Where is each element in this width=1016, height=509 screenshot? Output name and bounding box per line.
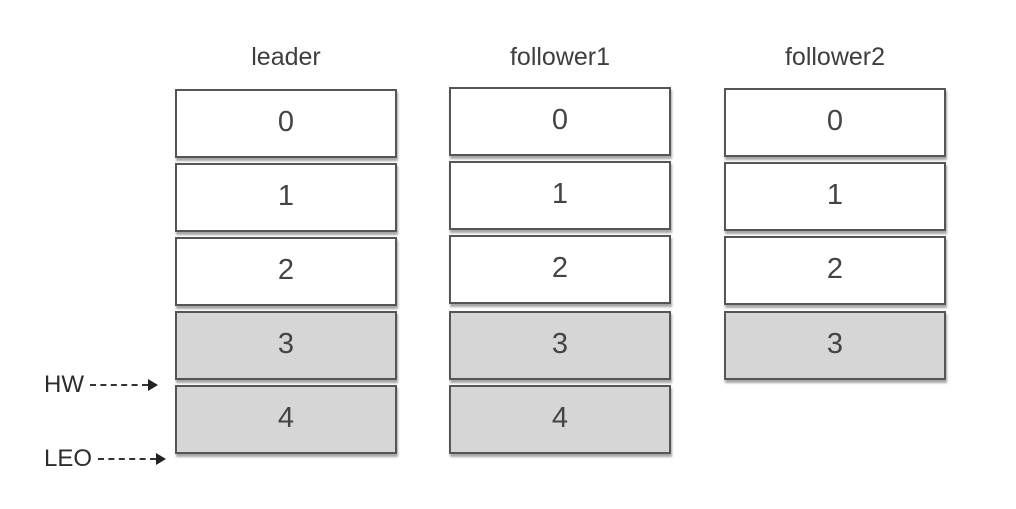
- follower2-cell-1: 1: [724, 162, 946, 231]
- follower2-cell-2: 2: [724, 236, 946, 305]
- follower2-title: follower2: [784, 43, 886, 71]
- leader-cell-2: 2: [175, 237, 397, 306]
- follower1-cell-3: 3: [449, 311, 671, 380]
- hw-dashed-line: [89, 384, 148, 386]
- follower1-cell-0: 0: [449, 87, 671, 156]
- leo-dashed-line: [98, 458, 157, 460]
- follower1-cell-1: 1: [449, 161, 671, 230]
- hw-arrowhead-icon: [147, 379, 158, 391]
- follower1-title: follower1: [509, 43, 611, 71]
- follower2-cell-3: 3: [724, 311, 946, 380]
- leader-cell-0: 0: [175, 89, 397, 158]
- leader-cell-3: 3: [175, 311, 397, 380]
- hw-marker: HW: [44, 370, 158, 400]
- leader-title: leader: [251, 43, 321, 71]
- follower1-cell-2: 2: [449, 235, 671, 304]
- leader-cell-4: 4: [175, 385, 397, 454]
- leo-marker: LEO: [44, 444, 167, 474]
- follower2-cell-0: 0: [724, 88, 946, 157]
- hw-label: HW: [44, 371, 84, 398]
- follower1-cell-4: 4: [449, 385, 671, 454]
- leo-label: LEO: [44, 445, 93, 472]
- leader-cell-1: 1: [175, 163, 397, 232]
- leo-arrowhead-icon: [156, 453, 167, 465]
